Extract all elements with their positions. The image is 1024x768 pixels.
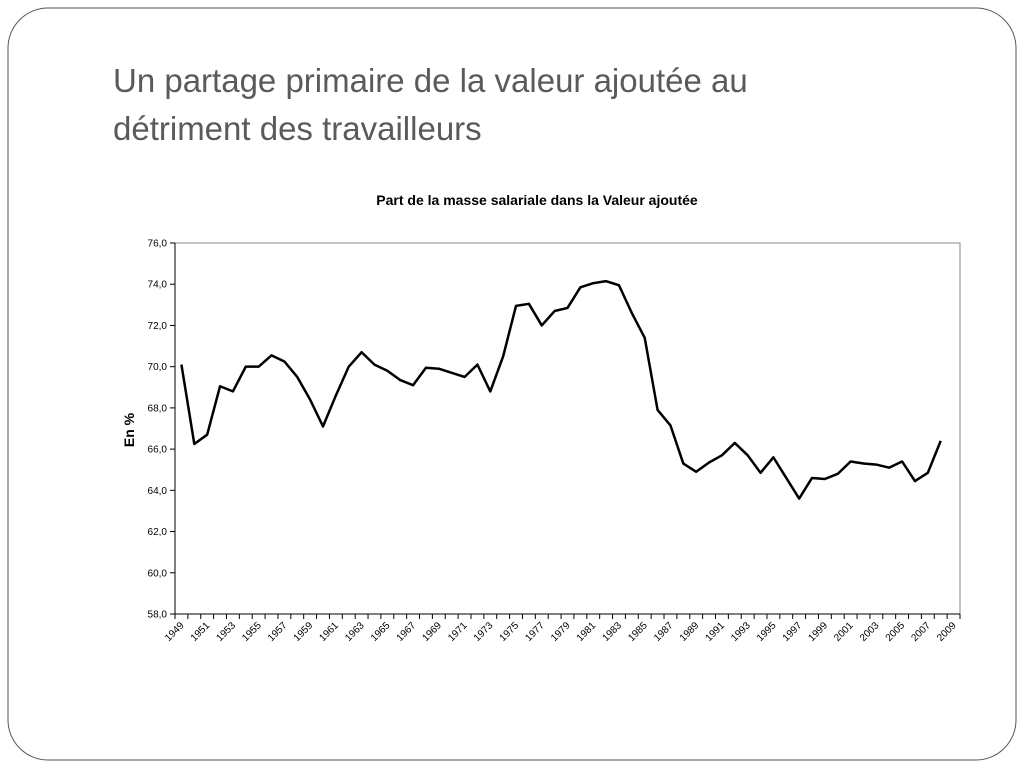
y-tick-label: 76,0 (148, 239, 168, 250)
y-tick-label: 64,0 (148, 486, 168, 497)
slide-title: Un partage primaire de la valeur ajoutée… (113, 62, 748, 99)
y-tick-label: 66,0 (148, 445, 168, 456)
y-tick-label: 62,0 (148, 527, 168, 538)
y-tick-label: 70,0 (148, 362, 168, 373)
data-line (180, 279, 942, 500)
slide-title: détriment des travailleurs (113, 110, 482, 147)
y-tick-label: 60,0 (148, 568, 168, 579)
y-tick-label: 74,0 (148, 280, 168, 291)
y-tick-label: 68,0 (148, 403, 168, 414)
y-tick-label: 72,0 (148, 321, 168, 332)
y-tick-label: 58,0 (148, 610, 168, 621)
slide-frame (7, 7, 1017, 761)
y-axis-label: En % (121, 412, 137, 447)
chart-title: Part de la masse salariale dans la Valeu… (376, 192, 698, 208)
